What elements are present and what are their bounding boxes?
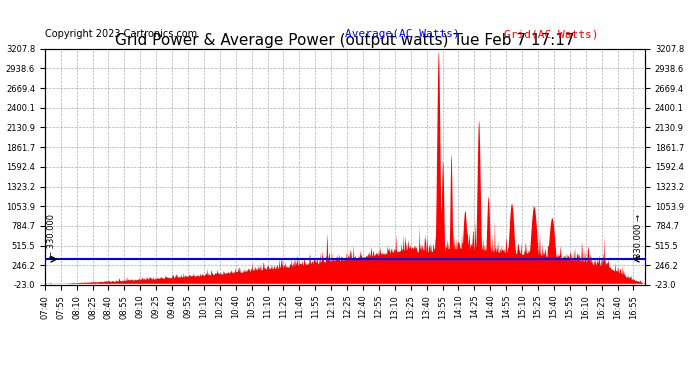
Text: Copyright 2023 Cartronics.com: Copyright 2023 Cartronics.com: [45, 29, 197, 39]
Text: ← 330.000: ← 330.000: [47, 214, 56, 258]
Text: 330.000 →: 330.000 →: [634, 214, 643, 258]
Text: Grid(AC Watts): Grid(AC Watts): [504, 29, 598, 39]
Title: Grid Power & Average Power (output watts) Tue Feb 7 17:17: Grid Power & Average Power (output watts…: [115, 33, 575, 48]
Text: Average(AC Watts): Average(AC Watts): [345, 29, 460, 39]
